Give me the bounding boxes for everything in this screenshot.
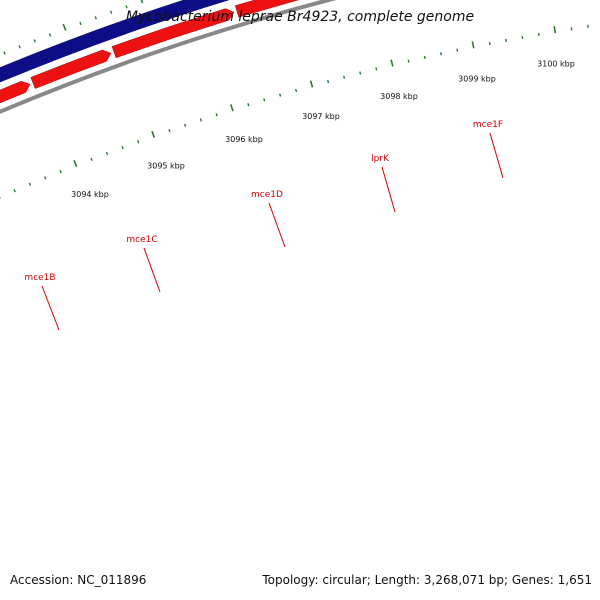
- minor-tick: [537, 32, 540, 37]
- scale-label: 3099 kbp: [458, 74, 496, 83]
- scale-label: 3100 kbp: [537, 59, 575, 68]
- major-tick: [151, 130, 156, 138]
- major-tick: [62, 23, 67, 31]
- minor-tick: [48, 33, 52, 37]
- minor-tick: [184, 123, 187, 127]
- gene-label: mce1F: [473, 120, 503, 130]
- minor-tick: [521, 35, 524, 39]
- minor-tick: [488, 41, 491, 46]
- minor-tick: [215, 113, 218, 117]
- major-tick: [230, 104, 234, 112]
- minor-tick: [279, 93, 282, 97]
- minor-tick: [327, 79, 330, 84]
- map-title: Mycobacterium leprae Br4923, complete ge…: [125, 9, 475, 25]
- minor-tick: [359, 71, 362, 75]
- gene-leader-line: [489, 132, 504, 179]
- minor-tick: [79, 21, 82, 26]
- minor-tick: [136, 140, 140, 144]
- reverse-gene-arrow: [111, 8, 235, 59]
- gene-leader-line: [268, 202, 286, 248]
- gene-label: mce1B: [24, 273, 55, 283]
- minor-tick: [375, 67, 378, 71]
- minor-tick: [125, 5, 128, 9]
- major-tick: [73, 159, 78, 168]
- reverse-gene-arrow: [30, 49, 112, 89]
- minor-tick: [110, 10, 113, 14]
- gene-leader-line: [41, 285, 60, 331]
- track-ticks: [3, 0, 144, 55]
- gene-leader-line: [143, 247, 161, 293]
- minor-tick: [18, 45, 21, 49]
- major-tick: [390, 59, 394, 67]
- scale-label: 3097 kbp: [302, 112, 340, 121]
- scale-label: 3094 kbp: [71, 190, 109, 199]
- minor-tick: [199, 118, 203, 122]
- gene-callouts: mce1B mce1C mce1D lprK mce1F: [24, 120, 504, 331]
- gene-label: mce1D: [251, 190, 283, 200]
- minor-tick: [94, 16, 97, 20]
- minor-tick: [28, 182, 32, 186]
- minor-tick: [407, 59, 410, 63]
- minor-tick: [59, 169, 62, 174]
- minor-tick: [343, 75, 346, 79]
- reverse-gene-arrow: [234, 0, 300, 18]
- minor-tick: [121, 145, 124, 150]
- major-tick: [471, 41, 475, 49]
- minor-tick: [247, 103, 250, 107]
- major-tick: [309, 80, 314, 88]
- minor-tick: [33, 39, 36, 43]
- minor-tick: [3, 51, 6, 55]
- reverse-strand-genes: [0, 0, 300, 104]
- minor-tick: [439, 52, 442, 56]
- accession-text: Accession: NC_011896: [10, 573, 147, 587]
- scale-labels: 3094 kbp 3095 kbp 3096 kbp 3097 kbp 3098 kbp…: [71, 59, 575, 198]
- forward-strand-track: [0, 0, 231, 83]
- minor-tick: [13, 189, 16, 193]
- scale-label: 3095 kbp: [147, 161, 185, 170]
- minor-tick: [263, 98, 266, 102]
- minor-tick: [505, 38, 508, 43]
- genome-backbone: [0, 0, 338, 114]
- minor-tick: [44, 176, 47, 180]
- major-tick: [553, 26, 557, 34]
- reverse-gene-arrow: [0, 80, 31, 104]
- minor-tick: [168, 128, 171, 133]
- gene-leader-line: [381, 166, 396, 213]
- gene-label: mce1C: [126, 235, 157, 245]
- gene-label: lprK: [371, 154, 390, 164]
- minor-tick: [294, 88, 298, 93]
- minor-tick: [105, 151, 109, 156]
- scale-label: 3096 kbp: [225, 135, 263, 144]
- minor-tick: [456, 48, 459, 52]
- major-tick: [140, 0, 144, 4]
- genome-stats-text: Topology: circular; Length: 3,268,071 bp…: [262, 573, 592, 587]
- minor-tick: [90, 157, 93, 161]
- scale-label: 3098 kbp: [380, 92, 418, 101]
- scale-ticks: [0, 24, 589, 199]
- minor-tick: [423, 55, 426, 60]
